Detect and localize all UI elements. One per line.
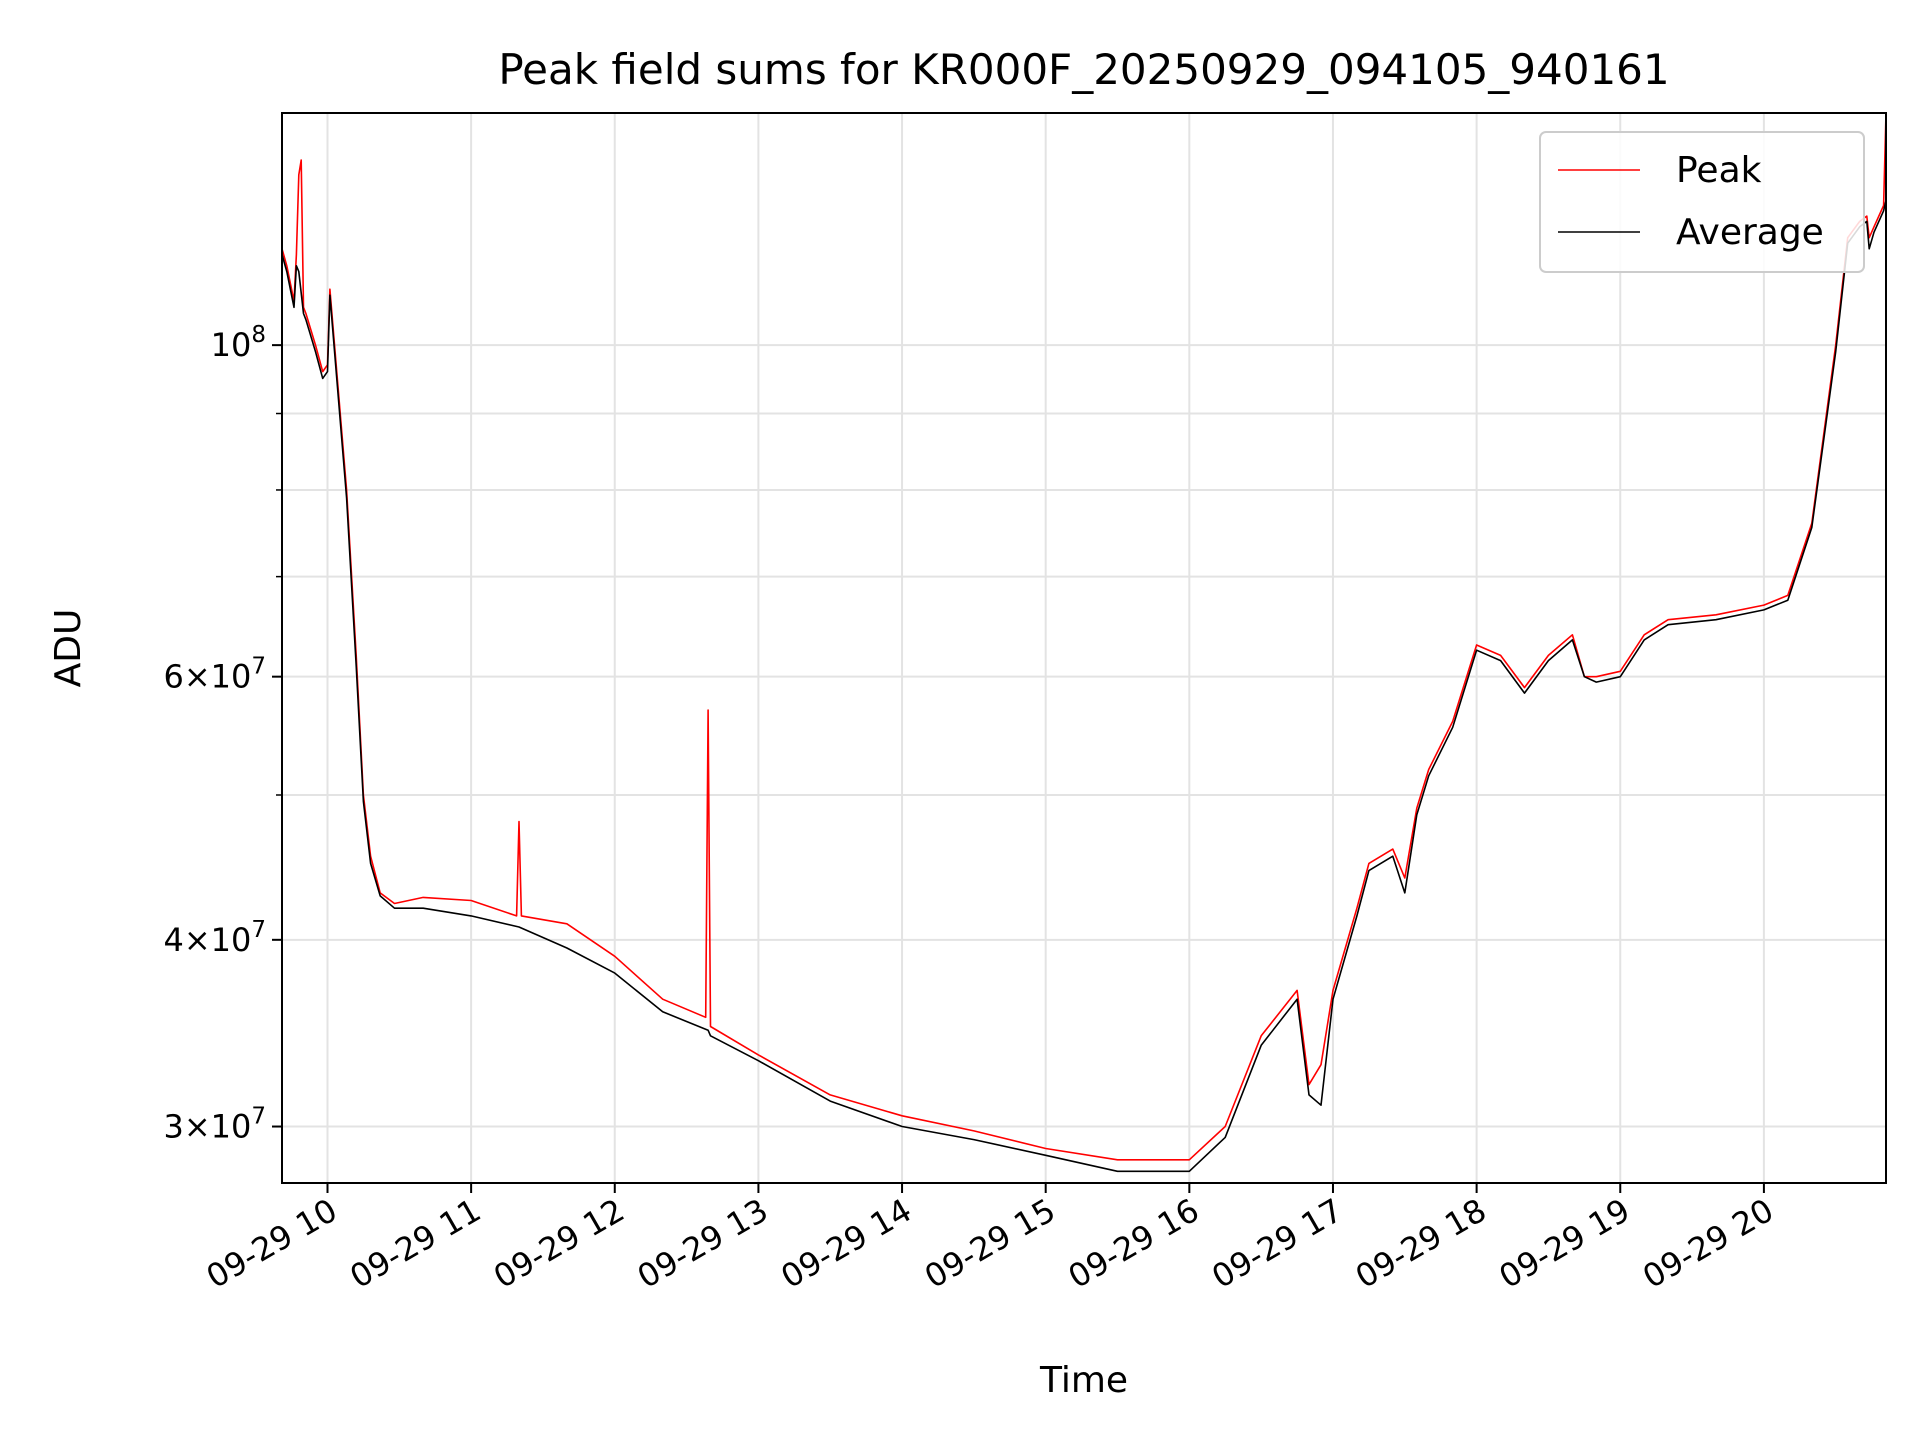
x-tick-label: 09-29 13 xyxy=(631,1191,775,1296)
y-axis-label: ADU xyxy=(48,609,89,688)
y-tick-label-exponent: 8 xyxy=(251,322,266,348)
axis-ticks: 09-29 10 09-29 11 09-29 12 09-29 13 09-29 14… xyxy=(163,322,1779,1296)
y-tick-label-base: 6×10 xyxy=(163,658,251,696)
legend-label-average: Average xyxy=(1676,212,1824,253)
legend-label-peak: Peak xyxy=(1676,150,1762,191)
x-tick-label: 09-29 11 xyxy=(344,1191,488,1296)
x-tick-label: 09-29 12 xyxy=(487,1191,631,1296)
y-tick-label-base: 10 xyxy=(211,326,252,364)
x-tick-label: 09-29 16 xyxy=(1062,1191,1206,1296)
x-tick-label: 09-29 20 xyxy=(1636,1191,1780,1296)
plot-frame xyxy=(281,112,1887,1184)
y-tick-label-exponent: 7 xyxy=(251,1104,266,1130)
y-tick-label: 4×107 xyxy=(163,917,266,959)
y-tick-label-exponent: 7 xyxy=(251,917,266,943)
x-tick-label: 09-29 14 xyxy=(774,1191,918,1296)
x-tick-label: 09-29 19 xyxy=(1493,1191,1637,1296)
x-tick-label: 09-29 18 xyxy=(1349,1191,1493,1296)
x-axis-label: Time xyxy=(1039,1360,1128,1401)
x-tick-label: 09-29 15 xyxy=(918,1191,1062,1296)
y-tick-label-base: 4×10 xyxy=(163,921,251,959)
series-layer xyxy=(282,113,1886,1173)
y-tick-label: 6×107 xyxy=(163,654,266,696)
x-tick-label: 09-29 17 xyxy=(1205,1191,1349,1296)
y-tick-label: 3×107 xyxy=(163,1104,266,1146)
legend: Peak Average xyxy=(1539,131,1865,273)
grid xyxy=(282,113,1886,1183)
y-tick-label-base: 3×10 xyxy=(163,1108,251,1146)
y-tick-label-exponent: 7 xyxy=(251,654,266,680)
legend-box xyxy=(1539,131,1865,273)
y-tick-label: 108 xyxy=(211,322,266,364)
x-tick-label: 09-29 10 xyxy=(200,1191,344,1296)
chart-title: Peak field sums for KR000F_20250929_0941… xyxy=(498,45,1669,94)
series-line-average xyxy=(282,200,1886,1173)
